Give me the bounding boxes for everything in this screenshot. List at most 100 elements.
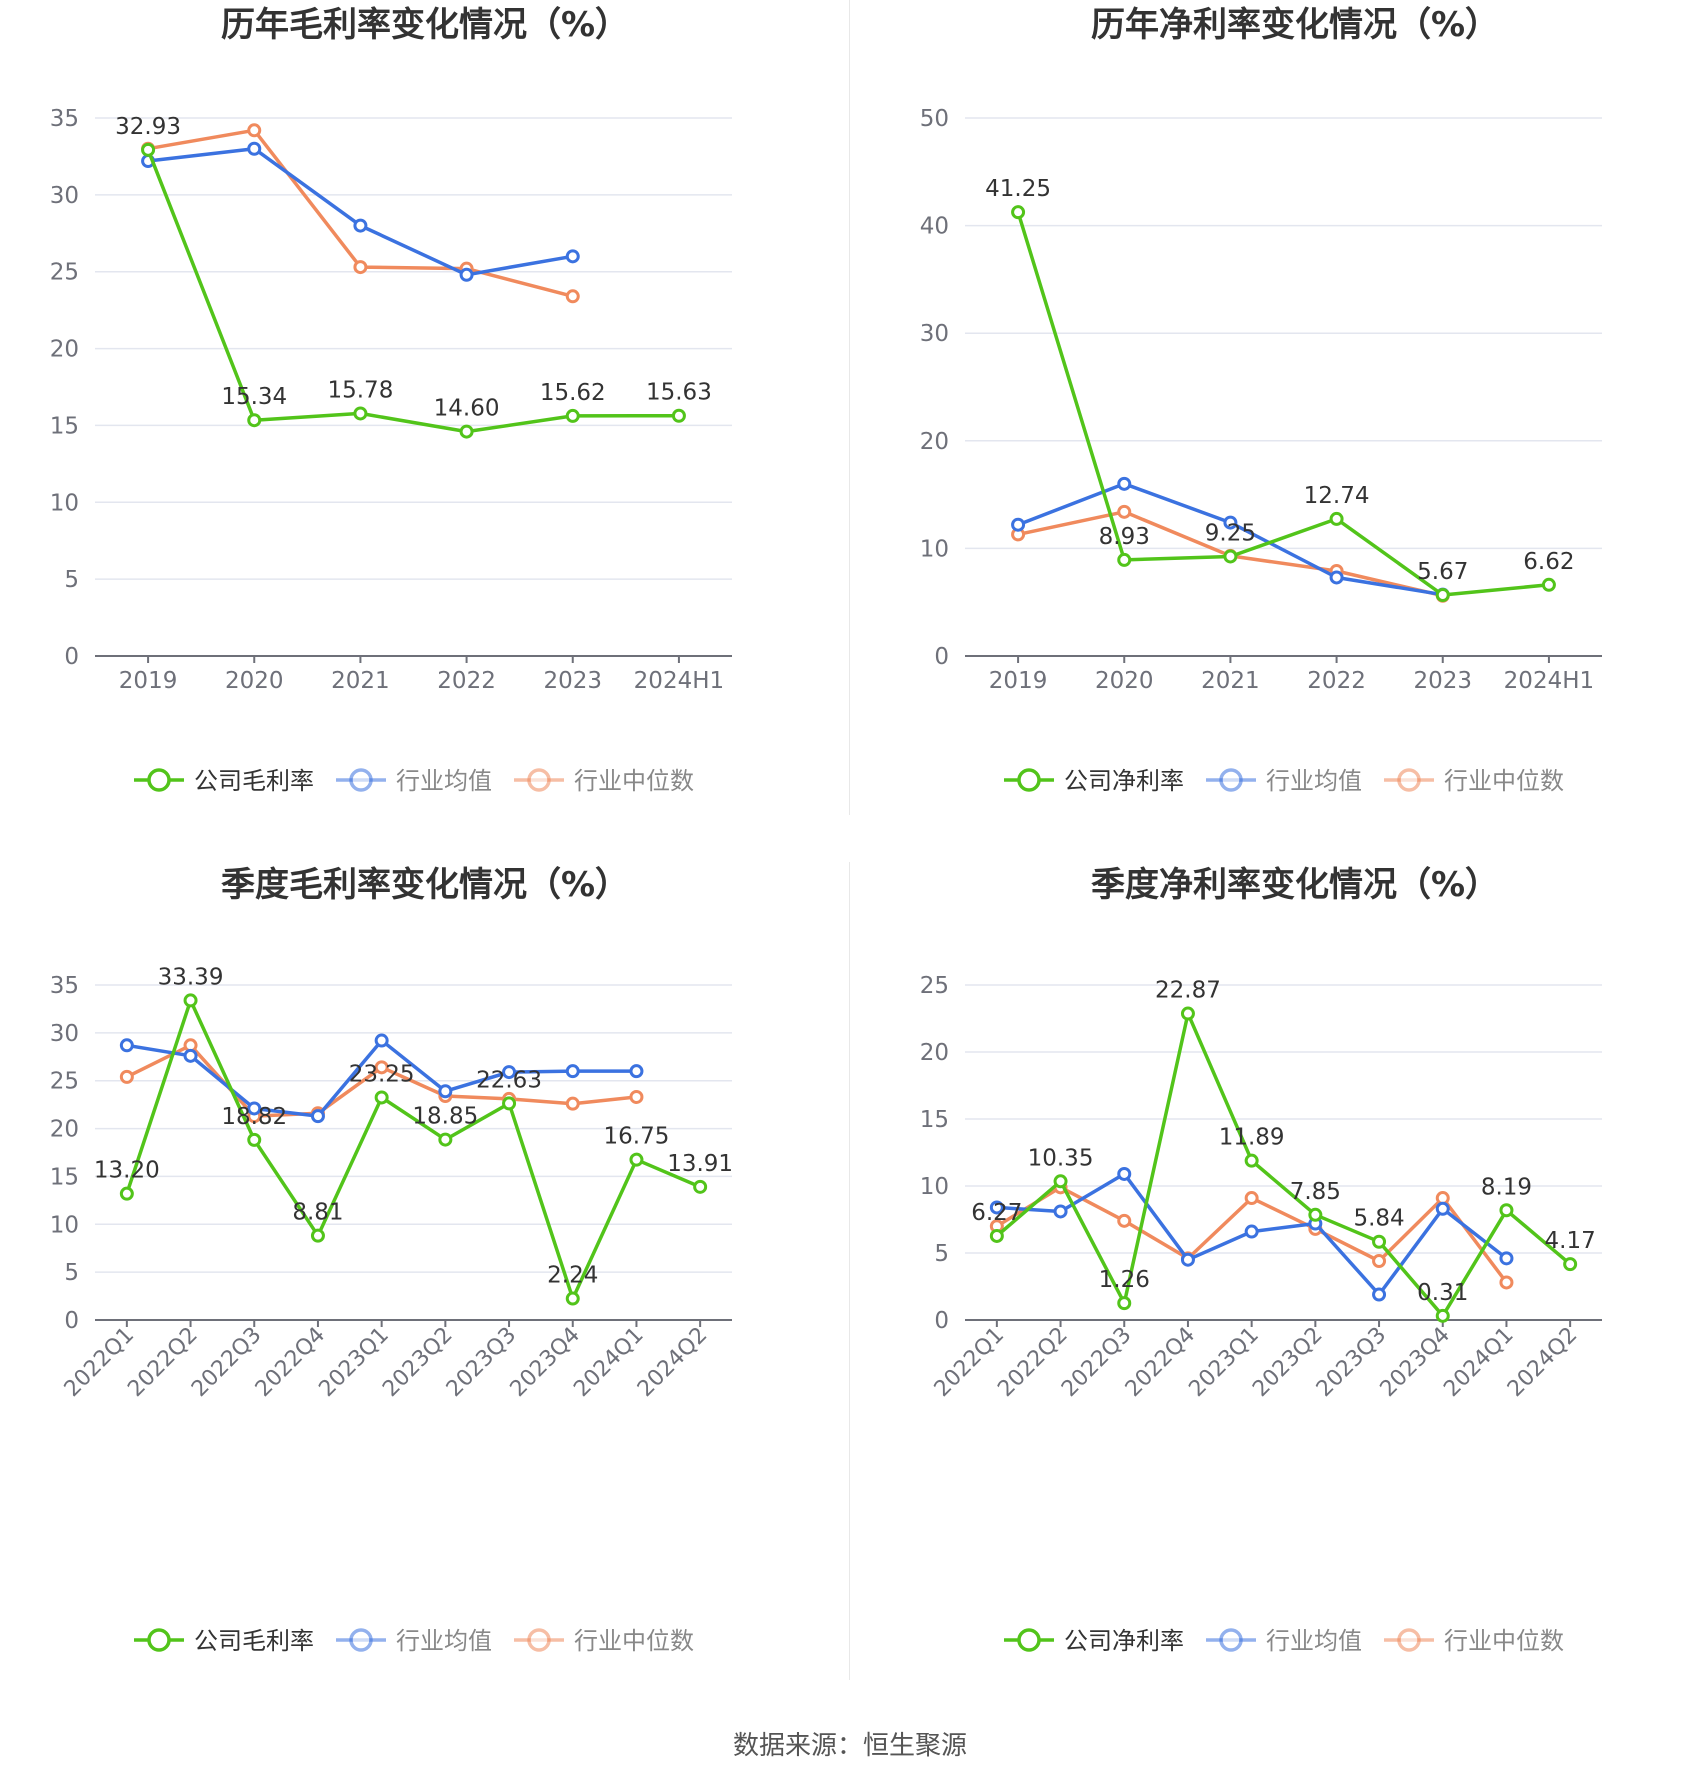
panel-quarterly-gross-margin: 季度毛利率变化情况（%） 0 5 10 15 20 25 30 35 2022Q1 2022Q2 20… <box>0 860 850 1720</box>
data-point-avg <box>1372 1287 1387 1302</box>
legend-marker-median <box>1397 768 1421 792</box>
y-tick-label: 25 <box>50 260 79 286</box>
data-label: 32.93 <box>115 114 181 140</box>
data-point-company <box>693 1179 708 1194</box>
panel-quarterly-net-margin: 季度净利率变化情况（%） 0 5 10 15 20 25 2022Q1 2022Q2 2022Q3… <box>870 860 1700 1720</box>
series-line-company <box>125 998 701 1301</box>
x-tick-label: 2022Q3 <box>1057 1323 1136 1402</box>
data-point-company <box>565 408 580 423</box>
x-tick-label: 2023Q3 <box>1312 1323 1391 1402</box>
data-point-median <box>1117 504 1132 519</box>
data-point-avg <box>1011 517 1026 532</box>
data-label: 33.39 <box>158 964 224 990</box>
data-point-company <box>671 408 686 423</box>
legend-marker-median <box>1397 1628 1421 1652</box>
x-tick-label: 2022Q1 <box>60 1323 139 1402</box>
chart-title: 历年净利率变化情况（%） <box>1091 5 1499 45</box>
x-tick-label: 2023Q4 <box>1376 1323 1455 1402</box>
data-label: 15.78 <box>327 377 393 403</box>
data-point-company <box>183 993 198 1008</box>
data-point-avg <box>565 1064 580 1079</box>
legend-label-median: 行业中位数 <box>1444 1627 1564 1655</box>
data-point-company <box>1329 511 1344 526</box>
y-tick-label: 25 <box>920 973 949 999</box>
data-label: 22.87 <box>1155 978 1221 1004</box>
data-point-company <box>989 1228 1004 1243</box>
legend-marker-median <box>527 768 551 792</box>
legend-label-company: 公司净利率 <box>1064 767 1184 795</box>
data-point-avg <box>565 249 580 264</box>
x-tick-label: 2023Q1 <box>314 1323 393 1402</box>
data-point-avg <box>119 1038 134 1053</box>
y-tick-label: 10 <box>50 490 79 516</box>
data-label: 8.93 <box>1099 524 1150 550</box>
x-tick-label: 2022Q4 <box>1121 1323 1200 1402</box>
data-point-company <box>1117 1296 1132 1311</box>
legend-marker-company <box>1017 1628 1041 1652</box>
data-point-company <box>565 1291 580 1306</box>
data-point-company <box>1011 205 1026 220</box>
data-point-company <box>459 424 474 439</box>
data-point-avg <box>459 267 474 282</box>
x-tick-label: 2022Q2 <box>993 1323 1072 1402</box>
legend-label-company: 公司毛利率 <box>194 1627 314 1655</box>
data-point-company <box>1435 587 1450 602</box>
x-tick-label: 2023Q3 <box>442 1323 521 1402</box>
data-point-company <box>247 1132 262 1147</box>
x-tick-label: 2023Q1 <box>1184 1323 1263 1402</box>
data-point-avg <box>1117 476 1132 491</box>
chart-svg: 季度净利率变化情况（%） 0 5 10 15 20 25 2022Q12022Q22022Q3… <box>920 865 1602 1655</box>
panel-annual-net-margin: 历年净利率变化情况（%） 0 10 20 30 40 50 2019 2020 2021 2022 2… <box>870 0 1700 860</box>
y-tick-label: 30 <box>50 183 79 209</box>
panel-divider-top <box>849 0 850 815</box>
data-point-avg <box>438 1084 453 1099</box>
legend-marker-company <box>147 1628 171 1652</box>
x-tick-label: 2020 <box>225 668 284 694</box>
y-tick-label: 0 <box>64 644 79 670</box>
y-tick-label: 20 <box>920 429 949 455</box>
y-tick-label: 5 <box>934 1241 949 1267</box>
series-line-company <box>146 149 679 434</box>
data-label: 6.27 <box>971 1200 1022 1226</box>
legend-label-company: 公司毛利率 <box>194 767 314 795</box>
data-point-company <box>1563 1257 1578 1272</box>
data-point-median <box>565 1096 580 1111</box>
series-line-company <box>995 1011 1572 1318</box>
data-label: 6.62 <box>1523 549 1574 575</box>
x-tick-label: 2023Q4 <box>506 1323 585 1402</box>
data-label: 15.34 <box>221 384 287 410</box>
panel-divider-bottom <box>849 862 850 1680</box>
legend-marker-avg <box>1219 1628 1243 1652</box>
y-tick-label: 30 <box>50 1021 79 1047</box>
data-point-company <box>1541 577 1556 592</box>
x-tick-label: 2024H1 <box>1504 668 1594 694</box>
data-point-company <box>1244 1153 1259 1168</box>
data-point-median <box>1499 1275 1514 1290</box>
legend-marker-avg <box>349 768 373 792</box>
data-point-company <box>1308 1207 1323 1222</box>
x-tick-label: 2020 <box>1095 668 1154 694</box>
y-tick-label: 35 <box>50 106 79 132</box>
data-point-company <box>1223 549 1238 564</box>
data-label: 18.82 <box>221 1104 287 1130</box>
data-point-median <box>629 1089 644 1104</box>
chart-title: 季度净利率变化情况（%） <box>1091 865 1499 905</box>
x-tick-label: 2022 <box>1307 668 1366 694</box>
data-point-company <box>1117 552 1132 567</box>
data-label: 14.60 <box>434 396 500 422</box>
data-point-company <box>310 1228 325 1243</box>
data-label: 2.24 <box>547 1263 598 1289</box>
legend-marker-company <box>1017 768 1041 792</box>
data-point-company <box>438 1132 453 1147</box>
y-tick-label: 0 <box>64 1308 79 1334</box>
data-label: 5.84 <box>1353 1206 1404 1232</box>
data-point-company <box>119 1186 134 1201</box>
y-tick-label: 0 <box>934 1308 949 1334</box>
y-tick-label: 10 <box>920 536 949 562</box>
data-point-median <box>1244 1191 1259 1206</box>
data-label: 22.63 <box>476 1067 542 1093</box>
legend-label-median: 行业中位数 <box>574 1627 694 1655</box>
data-point-avg <box>247 141 262 156</box>
legend-label-avg: 行业均值 <box>1266 767 1362 795</box>
data-point-avg <box>247 1101 262 1116</box>
